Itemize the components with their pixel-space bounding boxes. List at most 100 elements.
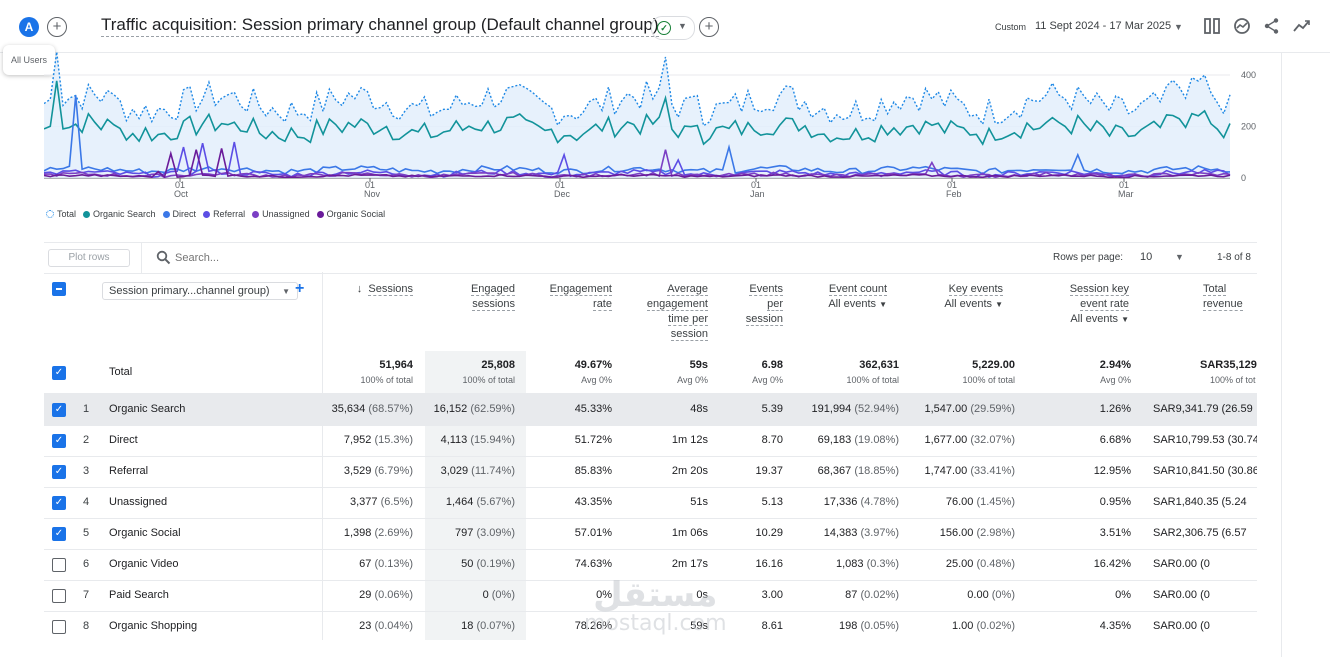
event-filter-dropdown[interactable]: All events ▼	[828, 297, 887, 312]
cell-value: 198	[839, 620, 858, 632]
cell-value: 68,367	[817, 465, 852, 477]
account-avatar[interactable]: A	[19, 17, 39, 37]
date-range-type: Custom	[995, 22, 1027, 32]
compare-columns-icon[interactable]	[1202, 16, 1222, 36]
col-sessions[interactable]: ↓ Sessions	[357, 282, 413, 297]
row-index: 2	[82, 434, 90, 446]
cell-percent: (11.74%)	[471, 465, 515, 477]
table-row[interactable]: 6 Organic Video 67 (0.13%) 50 (0.19%) 74.63%…	[44, 549, 1257, 581]
row-checkbox[interactable]	[52, 558, 66, 572]
add-filter-button[interactable]: +	[699, 17, 719, 37]
col-avg-engagement-time[interactable]: Average engagement time per session	[646, 282, 708, 342]
cell-percent: (29.59%)	[970, 403, 1015, 415]
legend-item[interactable]: Organic Social	[316, 209, 385, 219]
cell-percent: (1.45%)	[976, 496, 1015, 508]
table-row[interactable]: 8 Organic Shopping 23 (0.04%) 18 (0.07%) 78.…	[44, 611, 1257, 640]
cell-sessions: 3,377 (6.5%)	[350, 496, 413, 508]
data-table: Session primary...channel group) ▼ + ↓ S…	[44, 272, 1257, 640]
col-label-line: session	[745, 313, 783, 326]
cell-value: 69,183	[817, 434, 852, 446]
col-session-key-event-rate[interactable]: Session key event rate All events ▼	[1069, 282, 1129, 327]
cell-events: 1,083 (0.3%)	[836, 558, 899, 570]
total-checkbox[interactable]: ✓	[52, 366, 66, 380]
cell-engaged: 1,464 (5.67%)	[446, 496, 515, 508]
legend-label: Total	[57, 209, 77, 219]
chart-legend: Total Organic Search Direct Referral Unassig…	[46, 209, 385, 219]
cell-percent: (6.57	[1221, 527, 1247, 539]
row-channel-name: Organic Video	[109, 558, 179, 570]
table-row[interactable]: ✓ 2 Direct 7,952 (15.3%) 4,113 (15.94%) 51.72…	[44, 425, 1257, 457]
cell-percent: (3.97%)	[860, 527, 899, 539]
cell-value: 1.26%	[1099, 403, 1131, 415]
cell-value: 12.95%	[1093, 465, 1131, 477]
cell-value: SAR9,341.79	[1153, 403, 1219, 415]
legend-item[interactable]: Direct	[162, 209, 196, 219]
table-row[interactable]: ✓ 4 Unassigned 3,377 (6.5%) 1,464 (5.67%) 43.…	[44, 487, 1257, 519]
row-index: 5	[82, 527, 90, 539]
cell-percent: (0.04%)	[374, 620, 413, 632]
cell-value: 1m 12s	[671, 434, 708, 446]
legend-item[interactable]: Total	[46, 209, 76, 219]
trend-icon[interactable]	[1292, 16, 1312, 36]
row-checkbox[interactable]: ✓	[52, 403, 66, 417]
cell-percent: (19.08%)	[854, 434, 899, 446]
col-label-line: engagement	[646, 298, 708, 311]
row-checkbox[interactable]: ✓	[52, 434, 66, 448]
event-filter-dropdown[interactable]: All events ▼	[944, 297, 1003, 312]
cell-engrate: 57.01%	[575, 527, 612, 539]
cell-percent: (0	[1200, 620, 1210, 632]
chevron-down-icon[interactable]: ▼	[1175, 252, 1184, 262]
cell-percent: (0.19%)	[476, 558, 515, 570]
row-checkbox[interactable]: ✓	[52, 465, 66, 479]
cell-engaged: 50 (0.19%)	[461, 558, 515, 570]
legend-swatch	[252, 210, 260, 218]
select-all-checkbox[interactable]	[52, 282, 66, 296]
cell-sessions: 23 (0.04%)	[359, 620, 413, 632]
cell-value: 0%	[596, 589, 612, 601]
col-total-revenue[interactable]: Total revenue	[1203, 282, 1257, 312]
chevron-down-icon[interactable]: ▼	[1174, 22, 1183, 32]
cell-percent: (18.85%)	[854, 465, 899, 477]
cell-eps: 8.70	[762, 434, 783, 446]
row-checkbox[interactable]: ✓	[52, 527, 66, 541]
row-checkbox[interactable]	[52, 620, 66, 634]
cell-value: 1,398	[343, 527, 372, 539]
legend-label: Unassigned	[262, 209, 310, 219]
table-row[interactable]: ✓ 1 Organic Search 35,634 (68.57%) 16,152 (6…	[44, 394, 1257, 426]
add-dimension-button[interactable]: +	[295, 280, 305, 297]
table-row[interactable]: ✓ 5 Organic Social 1,398 (2.69%) 797 (3.09%)…	[44, 518, 1257, 550]
event-filter-dropdown[interactable]: All events ▼	[1070, 312, 1129, 327]
add-comparison-button[interactable]: +	[47, 17, 67, 37]
col-event-count[interactable]: Event count All events ▼	[828, 282, 887, 312]
col-key-events[interactable]: Key events All events ▼	[944, 282, 1003, 312]
row-checkbox[interactable]: ✓	[52, 496, 66, 510]
cell-percent: (0.02%)	[860, 589, 899, 601]
legend-item[interactable]: Unassigned	[252, 209, 310, 219]
col-engaged-sessions[interactable]: Engaged sessions	[470, 282, 515, 312]
date-range-picker[interactable]: 11 Sept 2024 - 17 Mar 2025	[1035, 20, 1172, 32]
dimension-select[interactable]: Session primary...channel group) ▼	[102, 282, 298, 300]
segment-chip[interactable]: All Users	[3, 45, 55, 75]
cell-skr: 12.95%	[1094, 465, 1131, 477]
event-filter-label: All events	[828, 298, 877, 310]
cell-key: 1.00 (0.02%)	[952, 620, 1015, 632]
report-status-dropdown[interactable]: ✓ ▼	[651, 16, 695, 40]
legend-item[interactable]: Referral	[203, 209, 245, 219]
share-icon[interactable]	[1262, 16, 1282, 36]
table-row[interactable]: 7 Paid Search 29 (0.06%) 0 (0%) 0% 0s 3.00 87 (…	[44, 580, 1257, 612]
col-events-per-session[interactable]: Events per session	[745, 282, 783, 327]
rows-per-page-select[interactable]: 10	[1140, 251, 1153, 263]
legend-item[interactable]: Organic Search	[83, 209, 156, 219]
cell-value: 8.70	[761, 434, 783, 446]
search-input[interactable]	[175, 250, 375, 266]
cell-value: 50	[461, 558, 474, 570]
total-skr: 2.94%	[1099, 359, 1131, 371]
row-index: 8	[82, 620, 90, 632]
cell-rev: SAR10,799.53 (30.74	[1153, 434, 1257, 446]
row-checkbox[interactable]	[52, 589, 66, 603]
cell-value: 1,547.00	[924, 403, 968, 415]
plot-rows-button[interactable]: Plot rows	[48, 249, 130, 267]
table-row[interactable]: ✓ 3 Referral 3,529 (6.79%) 3,029 (11.74%) 85.…	[44, 456, 1257, 488]
insights-icon[interactable]	[1232, 16, 1252, 36]
col-engagement-rate[interactable]: Engagement rate	[549, 282, 612, 312]
